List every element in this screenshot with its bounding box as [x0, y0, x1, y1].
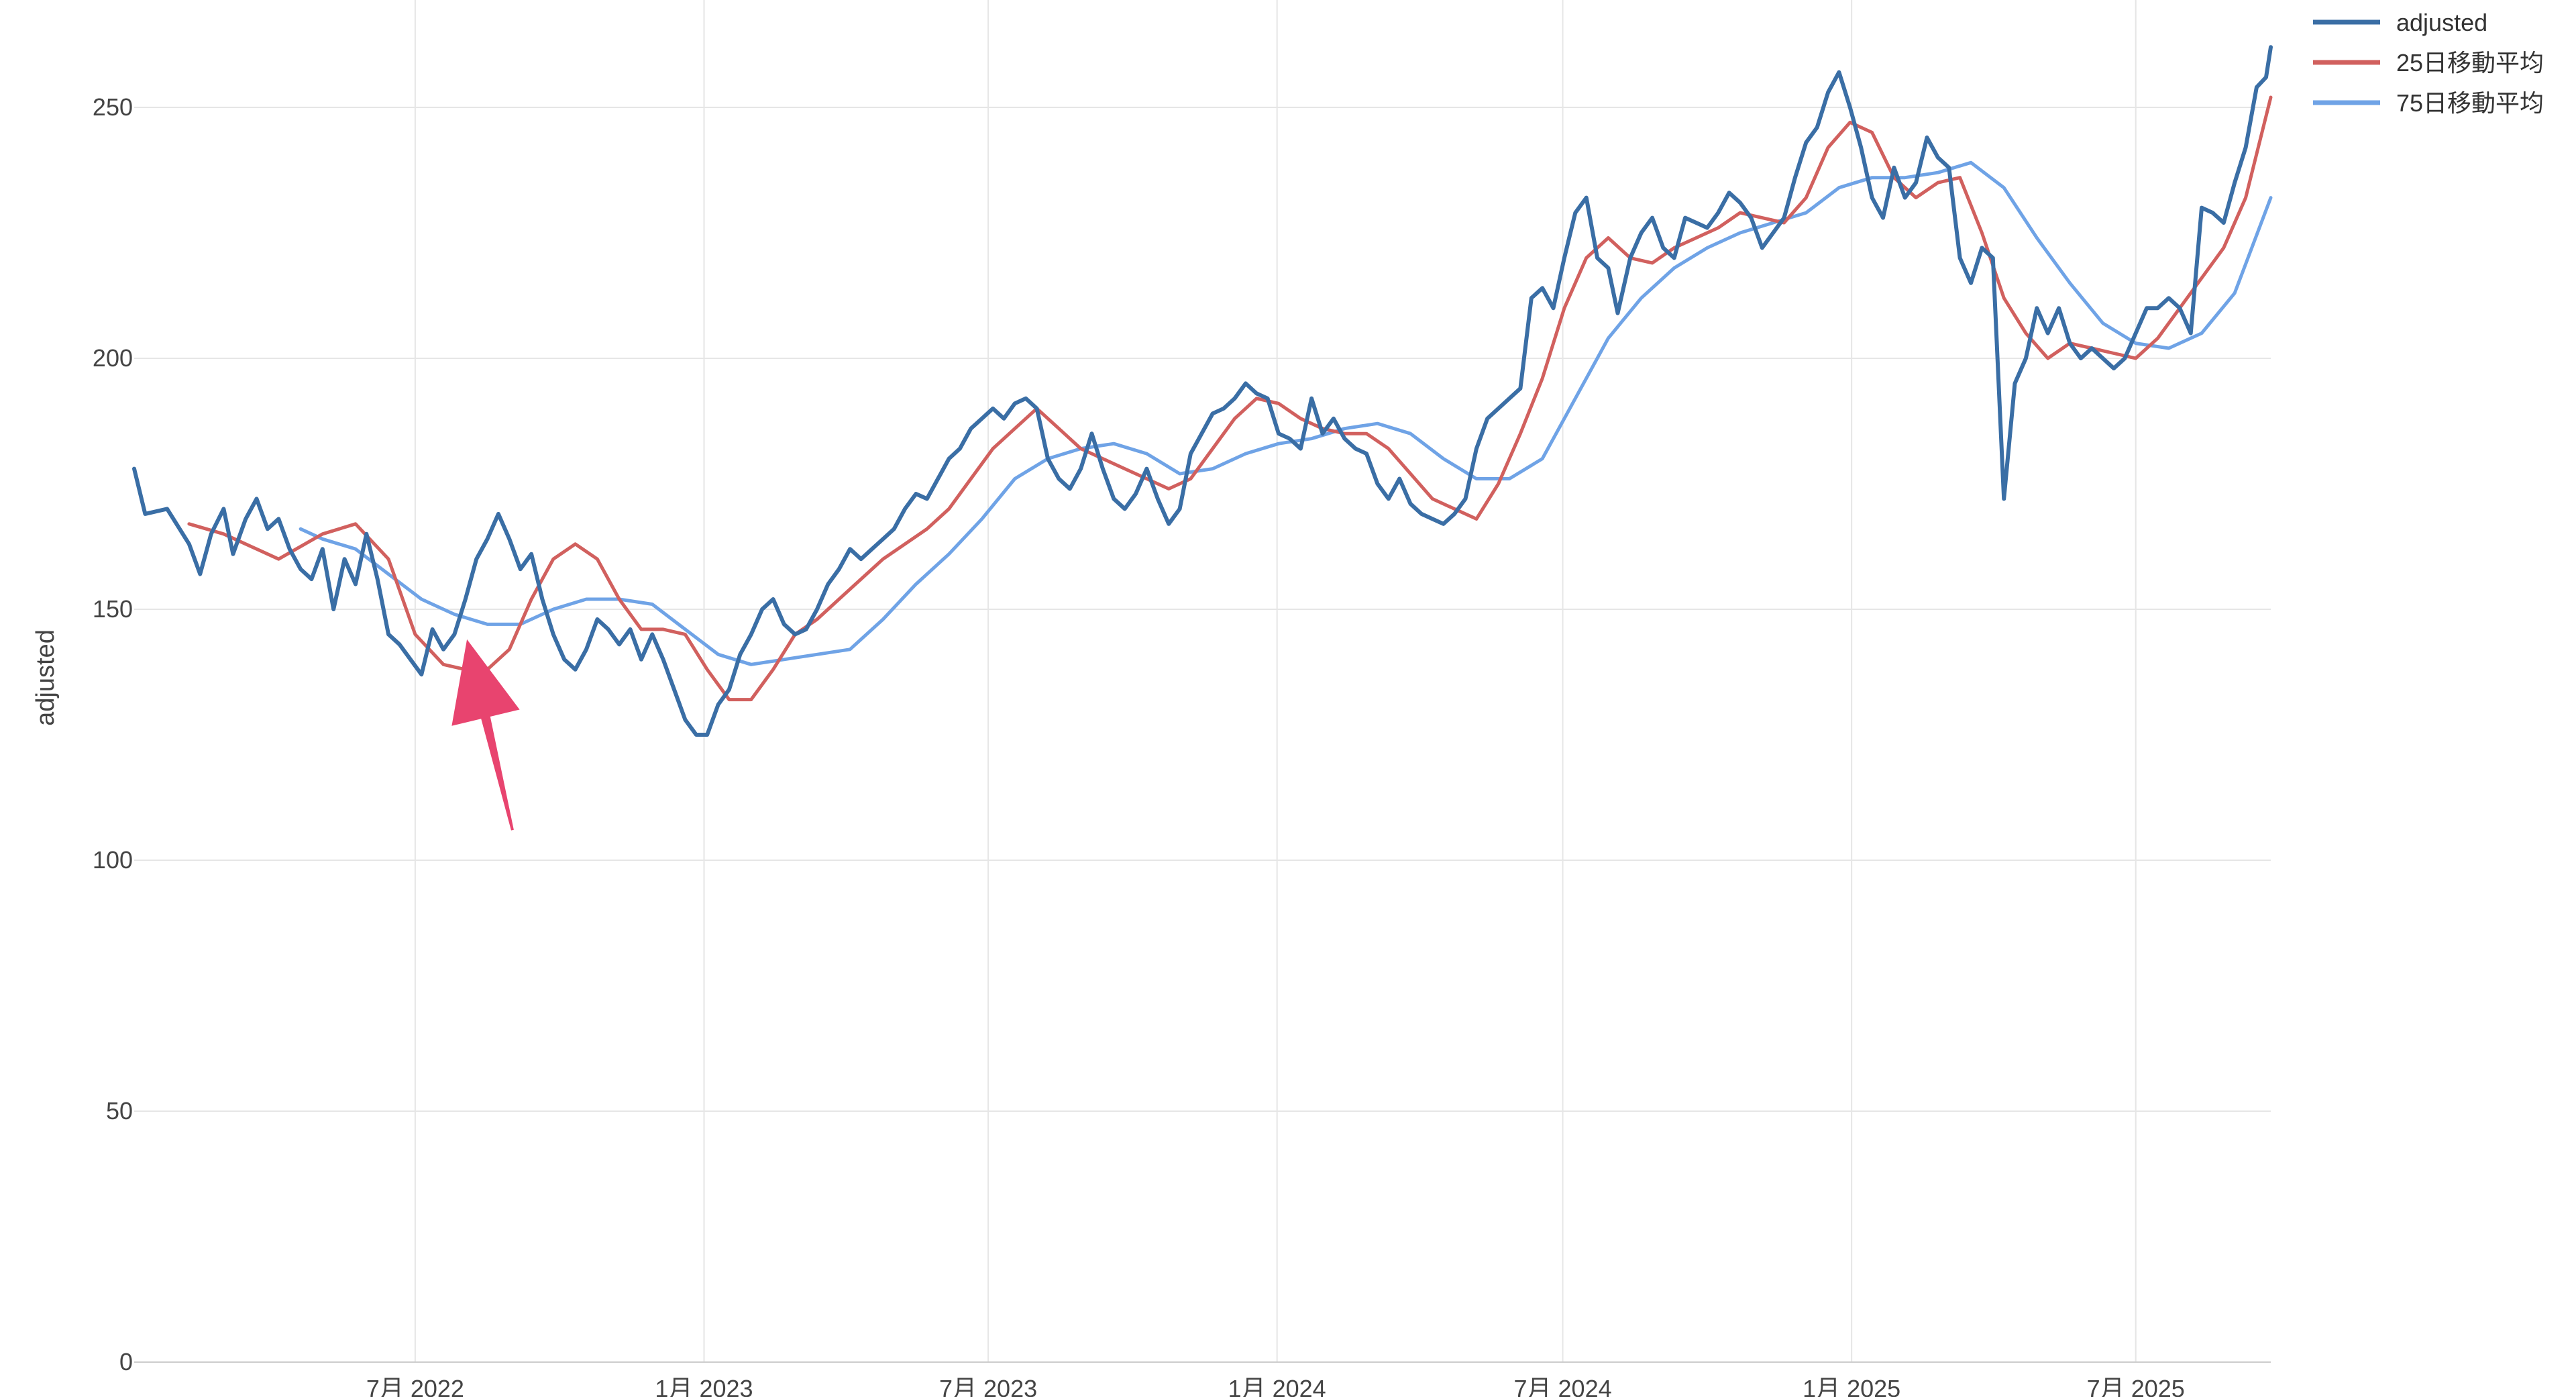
- legend-label: adjusted: [2396, 9, 2487, 36]
- legend-item-0[interactable]: adjusted: [2313, 9, 2487, 36]
- series-line-adjusted[interactable]: [132, 45, 2273, 737]
- y-tick-label: 200: [93, 344, 133, 372]
- y-axis-title: adjusted: [32, 629, 60, 726]
- y-tick-label: 250: [93, 93, 133, 121]
- annotation-arrow: [451, 639, 520, 831]
- legend[interactable]: adjusted 25日移動平均 75日移動平均: [2313, 9, 2544, 117]
- x-axis-ticks: 7月 2022 1月 2023 7月 2023 1月 2024 7月 2024 1月 20…: [366, 1375, 2185, 1397]
- legend-item-2[interactable]: 75日移動平均: [2313, 89, 2544, 117]
- x-gridlines: [414, 0, 2137, 1362]
- legend-label: 75日移動平均: [2396, 89, 2544, 117]
- y-tick-label: 50: [106, 1097, 133, 1125]
- x-tick-label: 7月 2023: [939, 1375, 1037, 1397]
- legend-label: 25日移動平均: [2396, 49, 2544, 76]
- legend-item-1[interactable]: 25日移動平均: [2313, 49, 2544, 76]
- y-tick-label: 100: [93, 846, 133, 874]
- x-tick-label: 1月 2025: [1803, 1375, 1900, 1397]
- series-line-ma25[interactable]: [187, 95, 2273, 702]
- y-axis-ticks: 0 50 100 150 200 250: [93, 93, 133, 1376]
- x-tick-label: 1月 2024: [1228, 1375, 1326, 1397]
- y-tick-label: 0: [119, 1348, 133, 1376]
- x-tick-label: 7月 2025: [2087, 1375, 2185, 1397]
- y-tick-label: 150: [93, 595, 133, 623]
- x-tick-label: 7月 2024: [1514, 1375, 1612, 1397]
- x-tick-label: 7月 2022: [366, 1375, 464, 1397]
- x-tick-label: 1月 2023: [655, 1375, 753, 1397]
- annotation-layer: [451, 639, 520, 831]
- series-layer: [132, 45, 2273, 737]
